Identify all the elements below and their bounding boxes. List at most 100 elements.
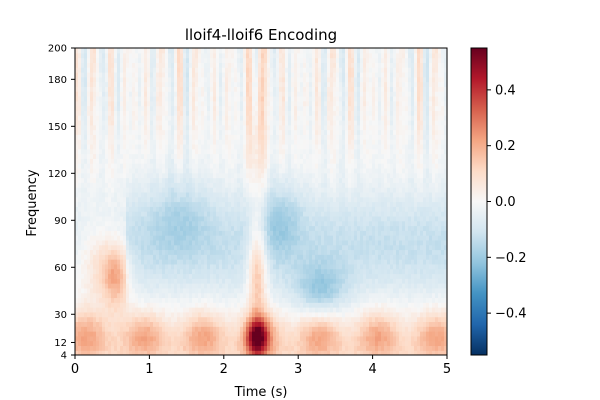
heatmap-cell bbox=[93, 220, 97, 227]
heatmap-cell bbox=[210, 182, 214, 188]
heatmap-cell bbox=[276, 244, 280, 251]
heatmap-cell bbox=[300, 345, 304, 351]
heatmap-cell bbox=[264, 177, 268, 183]
heatmap-cell bbox=[234, 76, 238, 83]
heatmap-cell bbox=[261, 211, 265, 217]
heatmap-cell bbox=[237, 95, 241, 102]
heatmap-cell bbox=[267, 201, 271, 207]
heatmap-cell bbox=[198, 230, 202, 236]
heatmap-cell bbox=[90, 134, 94, 140]
heatmap-cell bbox=[195, 115, 199, 121]
heatmap-cell bbox=[252, 268, 256, 275]
heatmap-cell bbox=[105, 316, 109, 323]
heatmap-cell bbox=[87, 307, 91, 313]
heatmap-cell bbox=[147, 235, 151, 241]
heatmap-cell bbox=[111, 57, 115, 63]
heatmap-cell bbox=[159, 153, 163, 159]
heatmap-cell bbox=[96, 187, 100, 193]
heatmap-cell bbox=[267, 263, 271, 270]
heatmap-cell bbox=[81, 187, 85, 193]
heatmap-cell bbox=[231, 95, 235, 102]
heatmap-cell bbox=[303, 215, 307, 222]
heatmap-cell bbox=[114, 268, 118, 275]
heatmap-cell bbox=[174, 52, 178, 59]
heatmap-cell bbox=[111, 206, 115, 212]
heatmap-cell bbox=[153, 62, 157, 68]
heatmap-cell bbox=[210, 254, 214, 260]
heatmap-cell bbox=[171, 254, 175, 260]
heatmap-cell bbox=[144, 119, 148, 126]
heatmap-cell bbox=[234, 211, 238, 217]
heatmap-cell bbox=[132, 177, 136, 183]
heatmap-cell bbox=[120, 67, 124, 73]
heatmap-cell bbox=[300, 331, 304, 337]
heatmap-cell bbox=[183, 254, 187, 260]
heatmap-cell bbox=[255, 215, 259, 222]
heatmap-cell bbox=[204, 182, 208, 188]
heatmap-cell bbox=[225, 148, 229, 155]
heatmap-cell bbox=[168, 307, 172, 313]
heatmap-cell bbox=[288, 268, 292, 275]
heatmap-cell bbox=[183, 259, 187, 265]
heatmap-cell bbox=[78, 287, 82, 294]
heatmap-cell bbox=[129, 244, 133, 251]
heatmap-cell bbox=[111, 259, 115, 265]
heatmap-cell bbox=[282, 139, 286, 145]
heatmap-cell bbox=[279, 115, 283, 121]
heatmap-cell bbox=[294, 71, 298, 78]
heatmap-cell bbox=[303, 307, 307, 313]
heatmap-cell bbox=[105, 235, 109, 241]
heatmap-cell bbox=[297, 119, 301, 126]
heatmap-cell bbox=[108, 263, 112, 270]
heatmap-cell bbox=[144, 182, 148, 188]
heatmap-cell bbox=[294, 321, 298, 327]
heatmap-cell bbox=[138, 187, 142, 193]
heatmap-cell bbox=[303, 110, 307, 116]
heatmap-cell bbox=[195, 268, 199, 275]
heatmap-cell bbox=[120, 71, 124, 78]
heatmap-cell bbox=[285, 331, 289, 337]
heatmap-cell bbox=[90, 302, 94, 308]
heatmap-cell bbox=[261, 76, 265, 83]
heatmap-cell bbox=[252, 340, 256, 347]
heatmap-cell bbox=[75, 91, 79, 97]
heatmap-cell bbox=[165, 321, 169, 327]
heatmap-cell bbox=[135, 191, 139, 198]
heatmap-cell bbox=[300, 230, 304, 236]
heatmap-cell bbox=[189, 86, 193, 92]
heatmap-cell bbox=[246, 263, 250, 270]
heatmap-cell bbox=[267, 335, 271, 342]
heatmap-cell bbox=[195, 100, 199, 107]
heatmap-cell bbox=[99, 244, 103, 251]
heatmap-cell bbox=[261, 201, 265, 207]
heatmap-cell bbox=[126, 139, 130, 145]
heatmap-cell bbox=[75, 225, 79, 231]
heatmap-cell bbox=[78, 139, 82, 145]
heatmap-cell bbox=[210, 335, 214, 342]
heatmap-cell bbox=[129, 158, 133, 164]
heatmap-cell bbox=[258, 134, 262, 140]
heatmap-cell bbox=[270, 119, 274, 126]
heatmap-cell bbox=[126, 110, 130, 116]
heatmap-cell bbox=[234, 311, 238, 318]
heatmap-cell bbox=[105, 129, 109, 135]
heatmap-cell bbox=[132, 283, 136, 289]
heatmap-cell bbox=[81, 273, 85, 279]
heatmap-cell bbox=[135, 52, 139, 59]
heatmap-cell bbox=[165, 148, 169, 155]
heatmap-cell bbox=[123, 249, 127, 255]
heatmap-cell bbox=[267, 215, 271, 222]
heatmap-cell bbox=[261, 182, 265, 188]
heatmap-cell bbox=[114, 206, 118, 212]
heatmap-cell bbox=[156, 235, 160, 241]
heatmap-cell bbox=[102, 220, 106, 227]
heatmap-cell bbox=[87, 143, 91, 150]
heatmap-cell bbox=[282, 86, 286, 92]
heatmap-cell bbox=[192, 86, 196, 92]
heatmap-cell bbox=[255, 163, 259, 169]
heatmap-cell bbox=[87, 134, 91, 140]
heatmap-cell bbox=[243, 100, 247, 107]
heatmap-cell bbox=[237, 172, 241, 179]
heatmap-cell bbox=[213, 244, 217, 251]
heatmap-cell bbox=[285, 100, 289, 107]
